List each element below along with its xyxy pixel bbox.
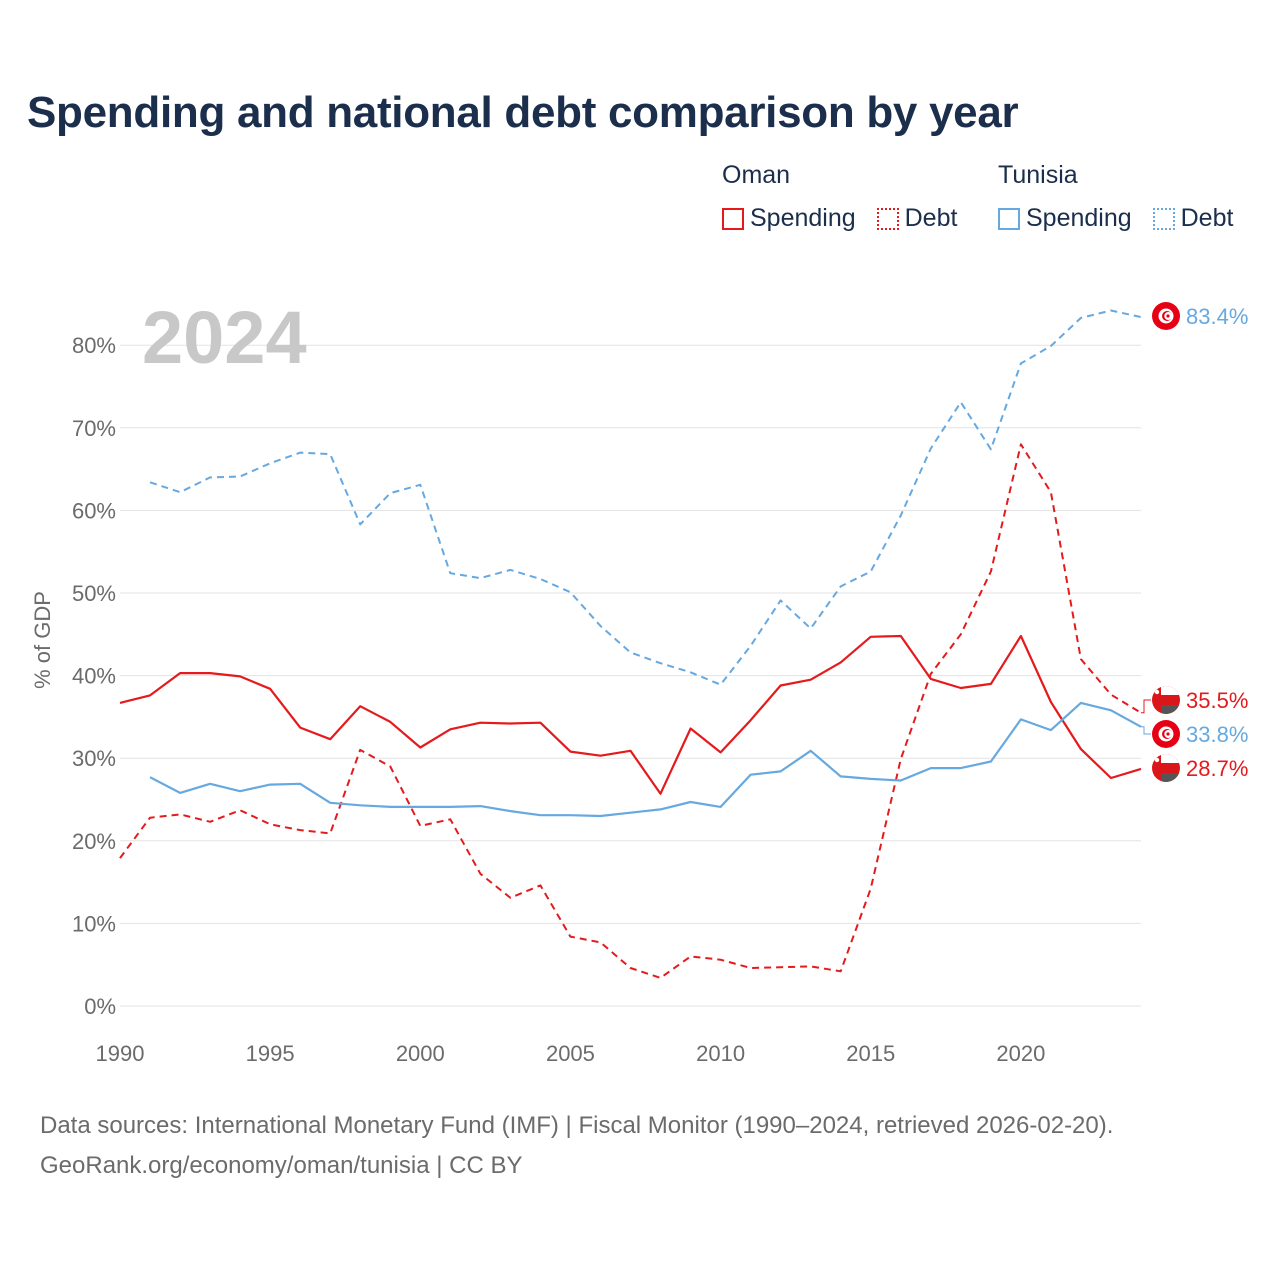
chart-title: Spending and national debt comparison by… xyxy=(27,88,1019,137)
end-label-connectors xyxy=(1141,699,1151,735)
legend-tunisia-spending[interactable]: Spending xyxy=(998,204,1132,233)
legend-label: Spending xyxy=(1026,204,1132,232)
x-tick-label: 2010 xyxy=(696,1041,745,1066)
y-tick-label: 20% xyxy=(72,829,116,854)
series-line-oman-debt xyxy=(119,443,1142,979)
legend-country-oman: Oman xyxy=(722,161,791,189)
legend-group-tunisia: Tunisia Spending Debt xyxy=(998,160,1247,237)
end-label: 83.4% xyxy=(1186,304,1248,329)
year-watermark: 2024 xyxy=(142,296,307,379)
legend-label: Debt xyxy=(904,204,958,232)
series-line-tunisia-spending xyxy=(149,701,1142,818)
oman-flag-icon xyxy=(1152,754,1180,782)
x-tick-label: 2020 xyxy=(996,1041,1045,1066)
legend-tunisia-debt[interactable]: Debt xyxy=(1152,204,1234,233)
legend-country-tunisia: Tunisia xyxy=(998,161,1078,189)
end-label: 28.7% xyxy=(1186,756,1248,781)
y-tick-label: 60% xyxy=(72,498,116,523)
legend-swatch-solid xyxy=(998,207,1020,230)
x-tick-label: 1995 xyxy=(246,1041,295,1066)
data-source: Data sources: International Monetary Fun… xyxy=(40,1112,1114,1139)
tunisia-flag-icon xyxy=(1152,720,1180,748)
end-labels: 83.4% 35.5% 28.7% 33.8% xyxy=(1186,304,1248,781)
legend-label: Spending xyxy=(750,204,856,232)
y-tick-label: 50% xyxy=(72,581,116,606)
y-tick-label: 30% xyxy=(72,746,116,771)
series-line-oman-spending xyxy=(119,634,1142,795)
legend-swatch-dotted xyxy=(1152,207,1175,230)
series-lines xyxy=(119,309,1142,979)
x-tick-label: 2005 xyxy=(546,1041,595,1066)
credit-link[interactable]: GeoRank.org/economy/oman/tunisia | CC BY xyxy=(40,1152,523,1179)
end-flags xyxy=(1152,302,1180,782)
y-tick-label: 80% xyxy=(72,333,116,358)
x-axis-ticks: 1990 1995 2000 2005 2010 2015 2020 xyxy=(96,1041,1046,1066)
legend-oman-spending[interactable]: Spending xyxy=(722,204,856,233)
grid-lines xyxy=(120,344,1141,1007)
series-line-tunisia-debt xyxy=(149,309,1142,686)
connector-line xyxy=(1141,726,1151,735)
legend-swatch-solid xyxy=(722,207,744,230)
y-axis-label: % of GDP xyxy=(30,591,55,689)
tunisia-flag-icon xyxy=(1152,302,1180,330)
footer: Data sources: International Monetary Fun… xyxy=(40,1106,1113,1186)
y-axis-ticks: 0% 10% 20% 30% 40% 50% 60% 70% 80% xyxy=(72,333,116,1019)
legend-oman-debt[interactable]: Debt xyxy=(876,204,958,233)
x-tick-label: 1990 xyxy=(96,1041,145,1066)
oman-flag-icon xyxy=(1152,686,1180,714)
x-tick-label: 2015 xyxy=(846,1041,895,1066)
connector-line xyxy=(1141,699,1151,714)
end-label: 33.8% xyxy=(1186,722,1248,747)
y-tick-label: 70% xyxy=(72,416,116,441)
y-tick-label: 0% xyxy=(84,994,116,1019)
y-tick-label: 40% xyxy=(72,664,116,689)
line-chart: 2024 0% 10% 20% 30% 40% 50% 60% 70% 80% 1990 1995… xyxy=(30,296,1248,1066)
legend-label: Debt xyxy=(1180,204,1234,232)
legend-swatch-dotted xyxy=(876,207,899,230)
y-tick-label: 10% xyxy=(72,911,116,936)
end-label: 35.5% xyxy=(1186,688,1248,713)
legend-group-oman: Oman Spending Debt xyxy=(722,160,971,237)
x-tick-label: 2000 xyxy=(396,1041,445,1066)
